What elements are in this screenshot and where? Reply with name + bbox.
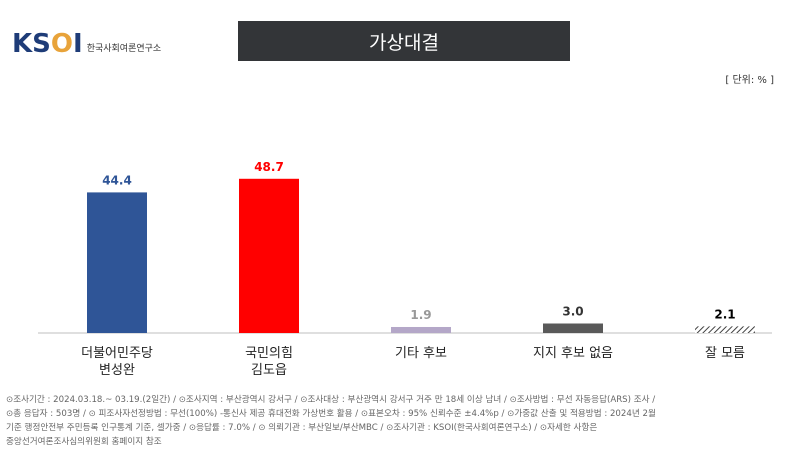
data-label: 1.9 xyxy=(410,308,431,322)
chart-title: 가상대결 xyxy=(238,21,570,61)
bar xyxy=(543,323,603,333)
footnote-line: ⊙총 응답자 : 503명 / ⊙ 피조사자선정방법 : 무선(100%) -통… xyxy=(6,409,656,419)
footnote-line: 기준 행정안전부 주민등록 인구통계 기준, 셀가중 / ⊙응답률 : 7.0%… xyxy=(6,423,598,433)
category-label: 국민의힘 xyxy=(245,346,293,361)
category-label: 잘 모름 xyxy=(705,346,745,361)
survey-footnote: ⊙조사기간 : 2024.03.18.~ 03.19.(2일간) / ⊙조사지역… xyxy=(6,393,782,449)
bar xyxy=(87,192,147,333)
bar xyxy=(239,178,299,333)
category-label: 기타 후보 xyxy=(395,346,447,361)
ksoi-logo: KSOI 한국사회여론연구소 xyxy=(12,28,161,60)
footnote-line: 중앙선거여론조사심의위원회 홈페이지 참조 xyxy=(6,437,162,447)
unit-label: [ 단위: % ] xyxy=(725,75,774,86)
data-label: 2.1 xyxy=(714,307,735,321)
data-label: 3.0 xyxy=(562,305,583,319)
footnote-line: ⊙조사기간 : 2024.03.18.~ 03.19.(2일간) / ⊙조사지역… xyxy=(6,395,656,405)
category-label: 더불어민주당 xyxy=(81,346,153,361)
data-label: 44.4 xyxy=(102,173,132,187)
bar xyxy=(391,326,451,333)
logo-org-name: 한국사회여론연구소 xyxy=(86,43,162,54)
category-label: 김도읍 xyxy=(251,363,287,378)
category-label: 지지 후보 없음 xyxy=(533,346,613,361)
data-label: 48.7 xyxy=(254,160,284,174)
logo-mark: KSOI xyxy=(12,29,83,59)
category-label: 변성완 xyxy=(99,363,135,378)
bar xyxy=(695,326,755,333)
